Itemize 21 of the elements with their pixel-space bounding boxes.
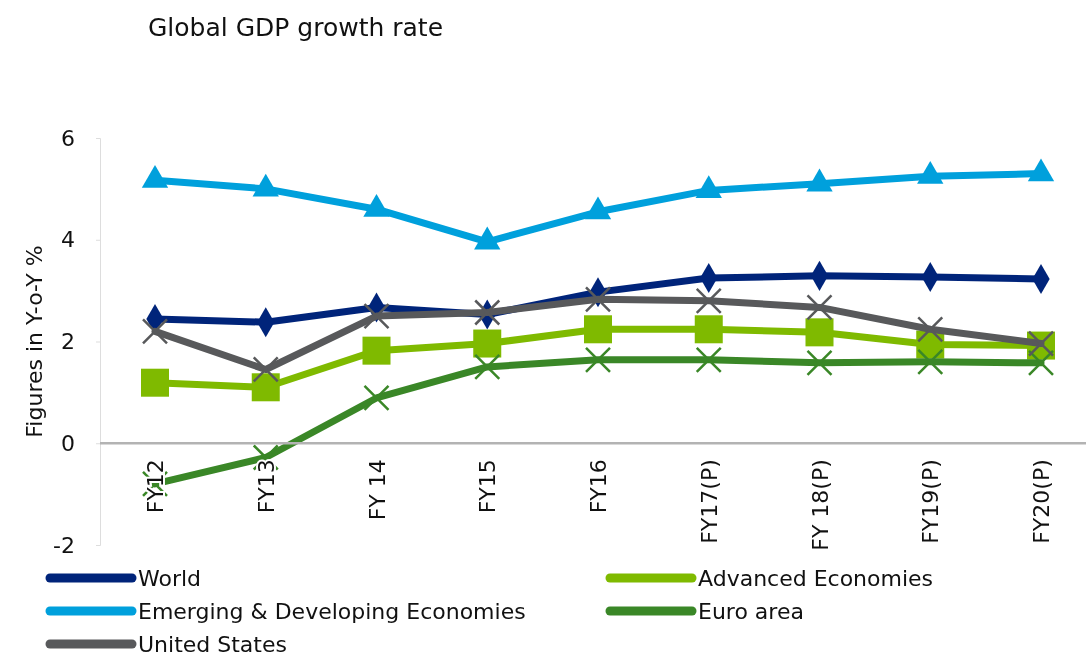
- x-tick-label: FY 14: [364, 459, 390, 521]
- legend-label: Euro area: [698, 598, 804, 624]
- x-tick-label: FY16: [586, 459, 612, 514]
- y-tick-label: 0: [61, 430, 75, 456]
- x-tick-label: FY20(P): [1029, 459, 1055, 544]
- x-tick-label: FY15: [475, 459, 501, 514]
- y-axis-title: Figures in Y-o-Y %: [22, 245, 47, 438]
- legend-label: United States: [138, 631, 287, 654]
- x-tick-label: FY13: [253, 459, 279, 514]
- legend-label: Advanced Economies: [698, 565, 934, 591]
- x-tick-label: FY19(P): [918, 459, 944, 544]
- y-tick-label: -2: [53, 532, 75, 558]
- x-tick-label: FY12: [143, 459, 169, 514]
- x-tick-label: FY17(P): [696, 459, 722, 544]
- y-tick-label: 6: [61, 125, 75, 151]
- chart-title: Global GDP growth rate: [148, 13, 444, 42]
- x-tick-label: FY 18(P): [807, 459, 833, 551]
- legend-label: World: [138, 565, 202, 591]
- y-tick-label: 4: [61, 227, 75, 253]
- y-tick-label: 2: [61, 329, 75, 355]
- legend-label: Emerging & Developing Economies: [138, 598, 526, 624]
